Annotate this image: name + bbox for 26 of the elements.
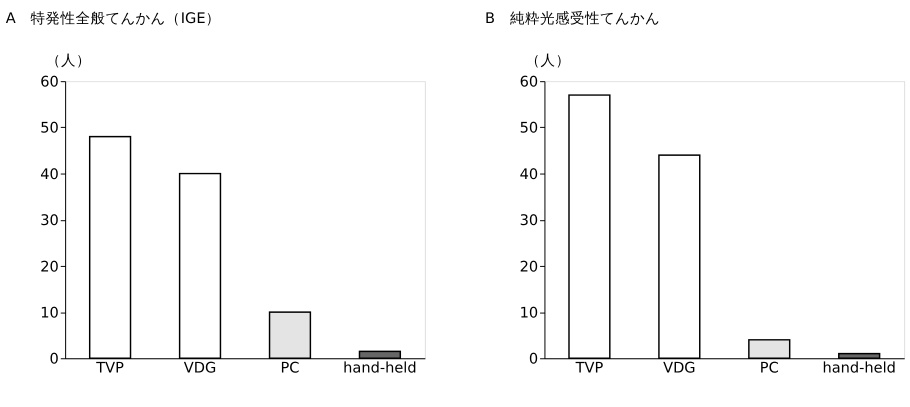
x-tick-label: TVP xyxy=(574,359,604,376)
y-tick-label: 20 xyxy=(40,258,59,276)
x-tick-label: hand-held xyxy=(343,359,417,376)
y-tick-label: 30 xyxy=(520,212,538,230)
y-tick-label: 0 xyxy=(528,350,538,368)
y-tick-label: 50 xyxy=(40,120,59,137)
y-tick-label: 10 xyxy=(40,304,59,322)
chart-title: A 特発性全般てんかん（IGE） xyxy=(6,10,221,27)
y-tick-label: 40 xyxy=(520,166,538,183)
y-axis-title: （人） xyxy=(46,52,92,70)
y-axis-title: （人） xyxy=(525,52,570,70)
y-tick-label: 60 xyxy=(520,74,538,91)
x-tick-label: TVP xyxy=(95,359,124,376)
x-tick-label: PC xyxy=(280,359,300,376)
y-tick-label: 30 xyxy=(40,212,59,230)
chart-title: B 純粋光感受性てんかん xyxy=(485,10,660,27)
x-tick-label: hand-held xyxy=(822,359,896,376)
x-tick-label: VDG xyxy=(663,359,696,376)
y-tick-label: 10 xyxy=(520,304,538,322)
y-tick-label: 20 xyxy=(520,258,538,276)
x-tick-label: VDG xyxy=(184,359,216,376)
y-tick-label: 40 xyxy=(40,166,59,183)
y-tick-label: 50 xyxy=(520,120,538,137)
y-tick-label: 60 xyxy=(40,74,59,91)
y-tick-label: 0 xyxy=(50,350,59,368)
x-tick-label: PC xyxy=(760,359,779,376)
